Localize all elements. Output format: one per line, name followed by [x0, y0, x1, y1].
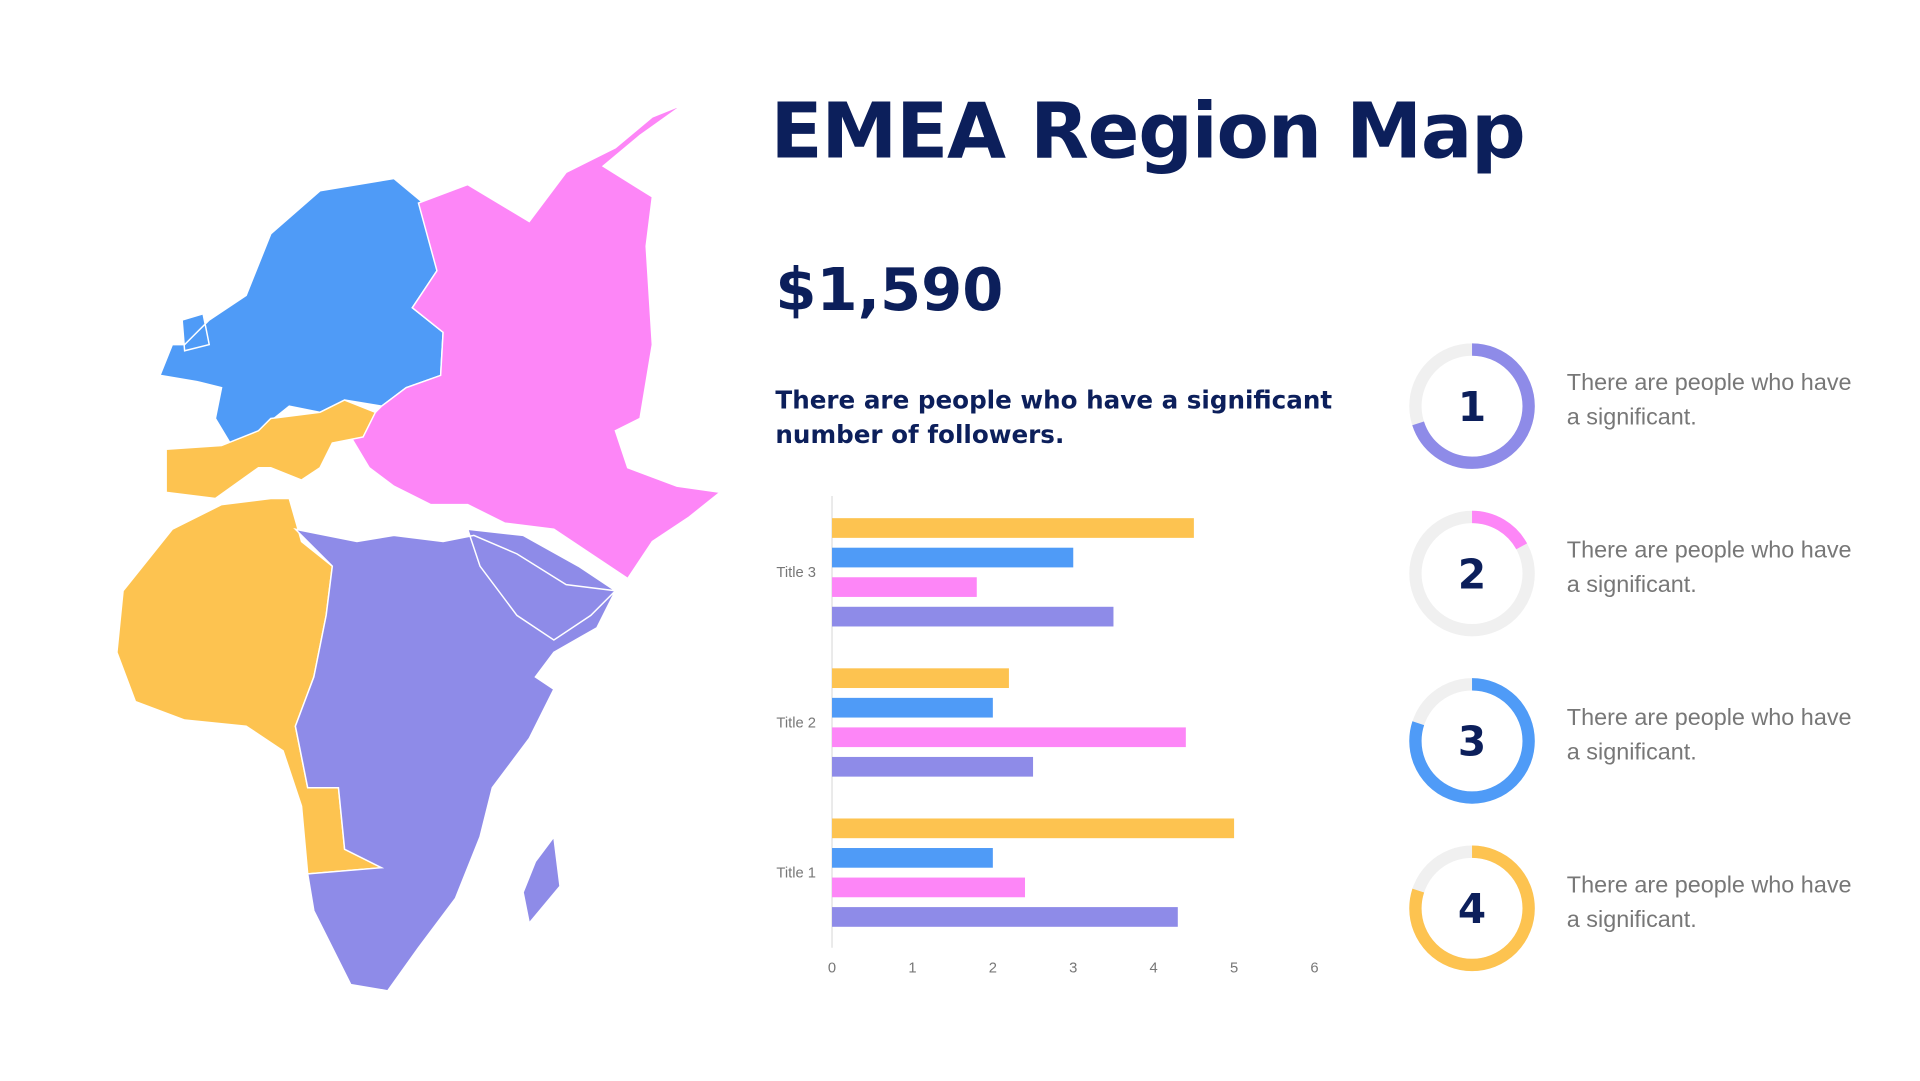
donut-fill [1409, 845, 1535, 972]
map-region-africa-arabia-purple [293, 528, 617, 992]
stat-description: There are people who have a significant. [1566, 705, 1852, 766]
amount-value: $1,590 [775, 256, 1004, 325]
subtitle: There are people who have a significant … [775, 385, 1333, 450]
donut-fill [1409, 510, 1535, 637]
stat-description: There are people who have a significant. [1566, 537, 1852, 599]
stat-number: 1 [1458, 383, 1486, 431]
x-tick-label: 2 [989, 960, 997, 976]
bar [832, 756, 1034, 777]
page-title: EMEA Region Map [770, 86, 1525, 177]
bar [832, 668, 1009, 689]
bar [832, 818, 1235, 839]
donut-fill [1409, 678, 1535, 804]
x-tick-label: 5 [1230, 960, 1238, 976]
emea-map [116, 103, 722, 992]
stat-number: 3 [1458, 718, 1486, 766]
bar [832, 697, 993, 718]
map-region-russia-mideast-pink [349, 103, 722, 580]
x-tick-label: 0 [828, 960, 836, 976]
x-tick-label: 4 [1150, 960, 1158, 976]
x-tick-label: 6 [1310, 960, 1318, 976]
stat-number: 2 [1458, 550, 1486, 598]
bar [832, 848, 993, 868]
x-tick-label: 3 [1069, 960, 1077, 976]
bar [832, 907, 1178, 927]
bar [832, 606, 1114, 627]
x-tick-label: 1 [908, 960, 916, 976]
donut-progress: 4 [1409, 845, 1535, 972]
stat-description: There are people who have a significant. [1566, 872, 1852, 933]
stat-number: 4 [1458, 885, 1486, 933]
donut-progress: 1 [1409, 343, 1535, 469]
bar [832, 727, 1186, 748]
donut-progress: 3 [1409, 678, 1535, 804]
category-label: Title 1 [776, 866, 816, 882]
bar-chart: Title 3 Title 2 Title 1 0 1 2 3 4 5 6 [776, 496, 1319, 976]
category-label: Title 2 [776, 715, 816, 731]
bar [832, 518, 1194, 538]
category-label: Title 3 [776, 565, 816, 581]
bar [832, 877, 1026, 898]
donut-progress: 2 [1409, 510, 1535, 637]
bar [832, 577, 977, 597]
bar [832, 547, 1074, 568]
stat-description: There are people who have a significant. [1566, 370, 1852, 431]
donut-fill [1409, 343, 1535, 469]
